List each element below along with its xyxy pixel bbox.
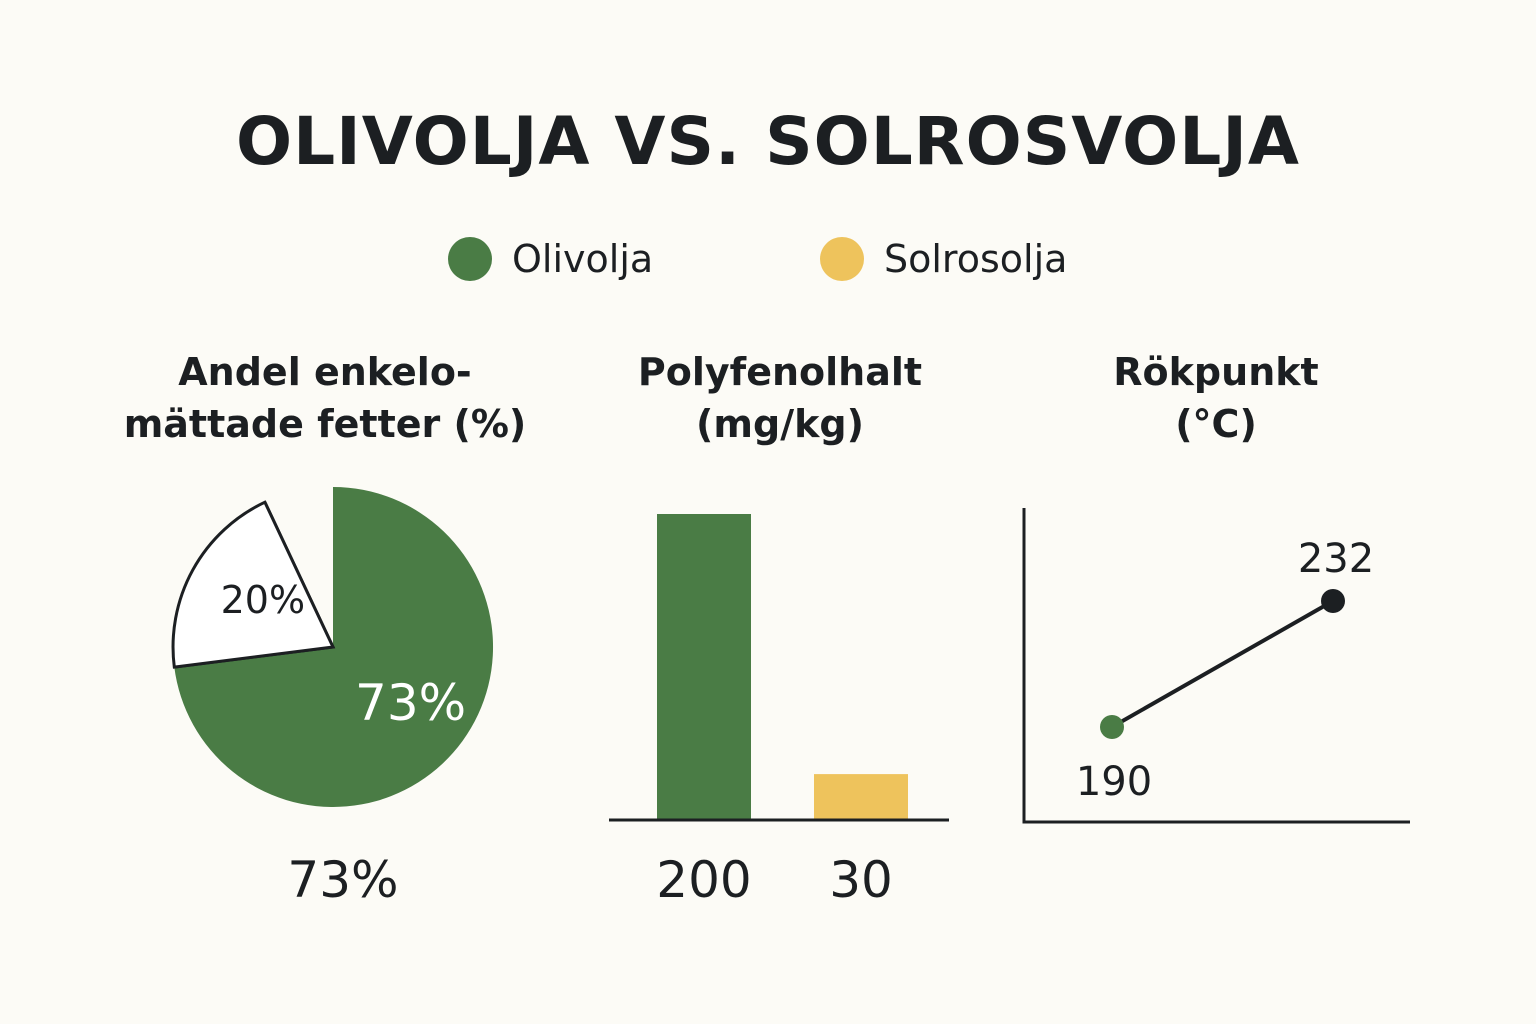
line-point <box>1100 715 1124 739</box>
legend-label: Olivolja <box>512 237 654 281</box>
legend-swatch-olive <box>448 237 492 281</box>
bar-panel-title: Polyfenolhalt (mg/kg) <box>560 346 1000 450</box>
pie-slice-white <box>171 500 336 669</box>
pie-title-line-2: mättade fetter (%) <box>123 402 527 446</box>
line-title-line-2: (°C) <box>1175 402 1257 446</box>
line-series <box>1111 599 1334 729</box>
legend-item-olivolja: Olivolja <box>448 236 653 282</box>
pie-slice-label: 20% <box>221 578 305 622</box>
chart-title: OLIVOLJA VS. SOLROSVOLJA <box>236 103 1300 180</box>
legend-label: Solrosolja <box>884 237 1068 281</box>
pie-title-line-1: Andel enkelo- <box>178 350 472 394</box>
pie-slice-label: 73% <box>355 674 466 732</box>
line-title-line-1: Rökpunkt <box>1113 350 1319 394</box>
line-point-label: 232 <box>1298 536 1374 582</box>
bar-title-line-2: (mg/kg) <box>696 402 864 446</box>
bar-title-line-1: Polyfenolhalt <box>637 350 923 394</box>
bar-value-label: 200 <box>656 851 751 909</box>
line-axes <box>1022 508 1410 824</box>
pie-panel-title: Andel enkelo- mättade fetter (%) <box>100 346 550 450</box>
legend-item-solrosolja: Solrosolja <box>820 236 1067 282</box>
pie-caption: 73% <box>287 851 398 909</box>
bar-value-label: 30 <box>829 851 893 909</box>
line-point <box>1321 589 1345 613</box>
line-point-label: 190 <box>1076 759 1152 805</box>
bar <box>657 514 751 820</box>
line-panel-title: Rökpunkt (°C) <box>1000 346 1432 450</box>
legend-swatch-sunflower <box>820 237 864 281</box>
bar <box>814 774 908 820</box>
